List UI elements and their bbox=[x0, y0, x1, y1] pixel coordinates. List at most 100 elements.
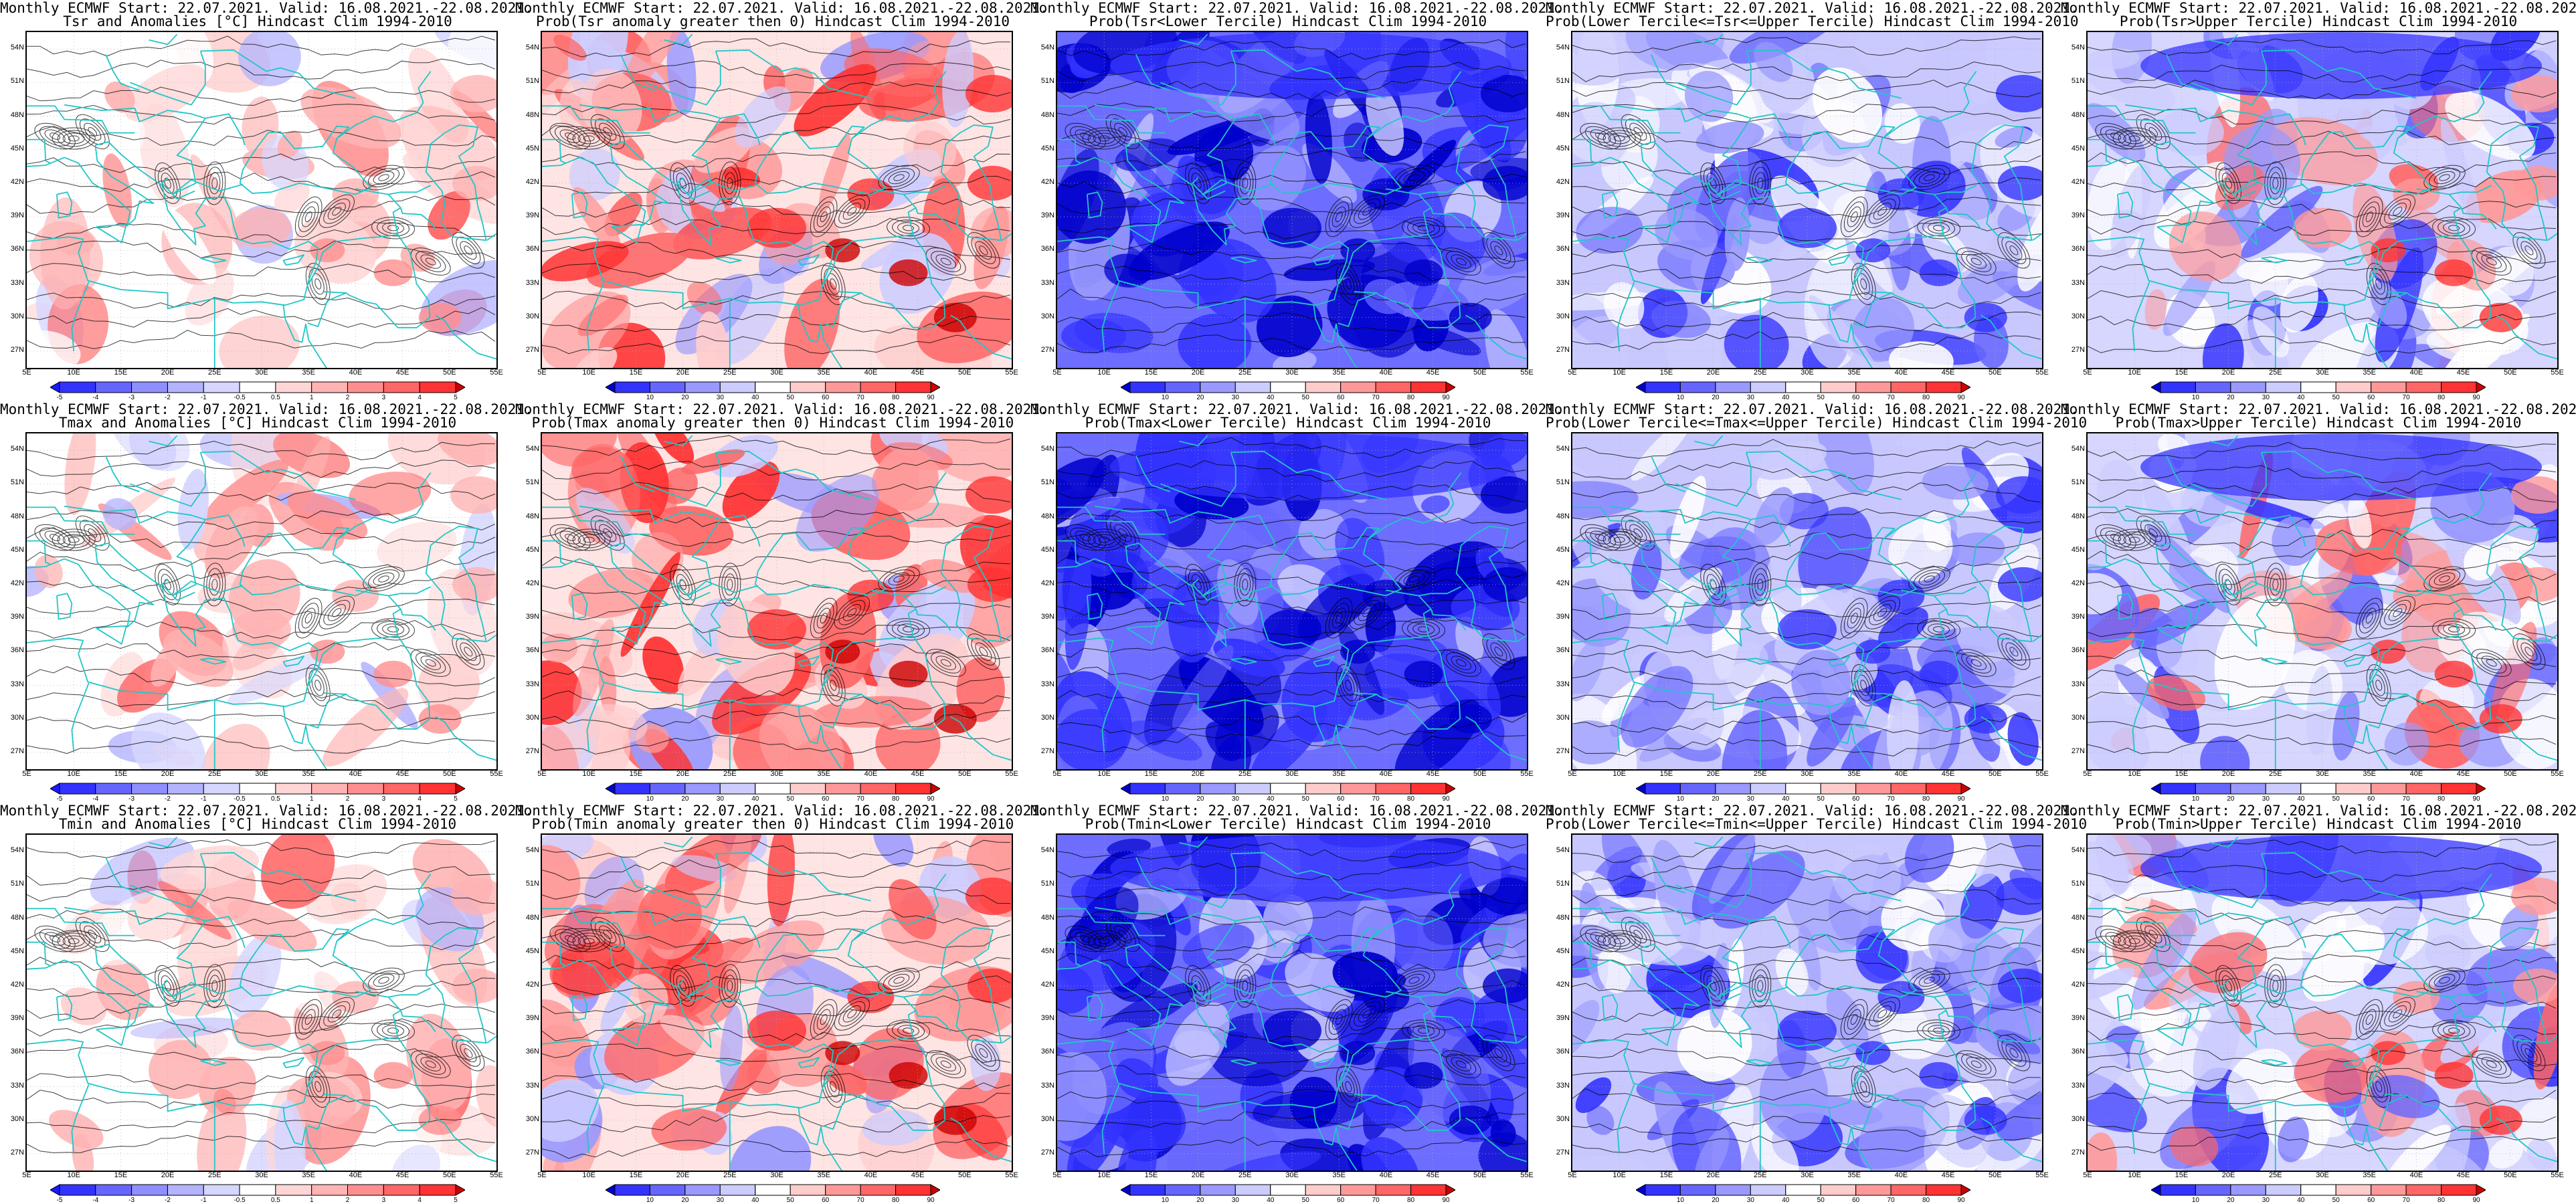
lat-label: 42N bbox=[2071, 980, 2085, 989]
color-bar-label: 50 bbox=[1301, 1197, 1309, 1204]
lat-label: 30N bbox=[1556, 312, 1570, 320]
lat-label: 36N bbox=[1040, 646, 1054, 655]
color-bar-label: 60 bbox=[1852, 795, 1860, 803]
lon-label: 25E bbox=[208, 1171, 221, 1179]
lat-label: 54N bbox=[1556, 445, 1570, 454]
lon-label: 30E bbox=[2316, 369, 2329, 377]
lat-label: 30N bbox=[10, 312, 24, 320]
color-bar-label: 30 bbox=[716, 394, 724, 401]
lat-label: 27N bbox=[1556, 1148, 1570, 1157]
lon-label: 20E bbox=[1191, 369, 1205, 377]
lon-label: 50E bbox=[1473, 369, 1487, 377]
color-bar-label: 40 bbox=[1267, 1197, 1275, 1204]
lon-label: 50E bbox=[1473, 770, 1487, 778]
color-bar-label: -1 bbox=[200, 1197, 207, 1204]
color-bar bbox=[606, 1184, 940, 1196]
lon-label: 40E bbox=[1894, 770, 1908, 778]
map-panel-tmin-middle: Monthly ECMWF Start: 22.07.2021. Valid: … bbox=[1546, 803, 2087, 1204]
color-bar-label: 70 bbox=[1887, 394, 1895, 401]
lon-label: 50E bbox=[958, 1171, 972, 1179]
map-field bbox=[27, 835, 496, 1171]
color-bar-label: 40 bbox=[751, 1197, 759, 1204]
lon-label: 15E bbox=[2175, 369, 2189, 377]
lon-label: 25E bbox=[1238, 369, 1252, 377]
panel-subtitle: Prob(Tmin anomaly greater then 0) Hindca… bbox=[531, 816, 1014, 832]
color-bar-label: 70 bbox=[1887, 1197, 1895, 1204]
lon-label: 20E bbox=[1706, 369, 1720, 377]
lat-label: 39N bbox=[2071, 613, 2085, 621]
lat-label: 48N bbox=[10, 913, 24, 922]
lon-label: 50E bbox=[2504, 770, 2517, 778]
map-field bbox=[1057, 32, 1527, 368]
color-bar-label: 40 bbox=[1782, 795, 1790, 803]
color-bar-label: 80 bbox=[1922, 1197, 1930, 1204]
lat-label: 54N bbox=[2071, 445, 2085, 454]
panel-subtitle: Prob(Lower Tercile<=Tsr<=Upper Tercile) … bbox=[1546, 13, 2079, 29]
panel-subtitle: Prob(Tmax<Lower Tercile) Hindcast Clim 1… bbox=[1085, 415, 1491, 431]
panel-title: Monthly ECMWF Start: 22.07.2021. Valid: … bbox=[0, 0, 533, 16]
lat-label: 39N bbox=[525, 211, 539, 220]
color-bar-label: 10 bbox=[2191, 1197, 2199, 1204]
lat-label: 27N bbox=[1040, 1148, 1054, 1157]
lat-label: 54N bbox=[1040, 846, 1054, 855]
color-bar-label: 90 bbox=[1442, 1197, 1450, 1204]
lat-label: 30N bbox=[525, 713, 539, 722]
lat-label: 36N bbox=[1556, 245, 1570, 254]
lon-label: 40E bbox=[864, 369, 878, 377]
panel-title: Monthly ECMWF Start: 22.07.2021. Valid: … bbox=[1030, 803, 1564, 819]
color-bar-label: 4 bbox=[418, 795, 422, 803]
lat-label: 45N bbox=[2071, 144, 2085, 153]
lon-label: 10E bbox=[1613, 1171, 1626, 1179]
lon-label: 5E bbox=[1052, 369, 1062, 377]
color-bar-label: -3 bbox=[128, 394, 135, 401]
lon-label: 5E bbox=[537, 1171, 547, 1179]
color-bar-label: 30 bbox=[1746, 1197, 1754, 1204]
lon-label: 30E bbox=[770, 369, 784, 377]
lat-label: 27N bbox=[10, 746, 24, 755]
color-bar-label: 70 bbox=[856, 1197, 864, 1204]
color-bar-label: 70 bbox=[856, 795, 864, 803]
lat-label: 42N bbox=[1556, 177, 1570, 186]
lat-label: 42N bbox=[10, 980, 24, 989]
color-bar-label: 80 bbox=[1406, 1197, 1415, 1204]
lat-label: 33N bbox=[525, 680, 539, 688]
lat-label: 45N bbox=[2071, 946, 2085, 955]
panel-subtitle: Prob(Tmin>Upper Tercile) Hindcast Clim 1… bbox=[2115, 816, 2522, 832]
lat-label: 33N bbox=[10, 680, 24, 688]
color-bar-label: 50 bbox=[2332, 795, 2340, 803]
color-bar-label: 30 bbox=[1231, 394, 1239, 401]
lon-label: 15E bbox=[1659, 770, 1673, 778]
lat-label: 48N bbox=[1040, 913, 1054, 922]
lon-label: 15E bbox=[629, 1171, 643, 1179]
panel-subtitle: Prob(Tsr>Upper Tercile) Hindcast Clim 19… bbox=[2119, 13, 2518, 29]
color-bar-label: 20 bbox=[1712, 795, 1720, 803]
lon-label: 5E bbox=[1568, 369, 1577, 377]
lat-label: 30N bbox=[1040, 713, 1054, 722]
lat-label: 42N bbox=[2071, 177, 2085, 186]
panel-title: Monthly ECMWF Start: 22.07.2021. Valid: … bbox=[2061, 803, 2576, 819]
color-bar-label: -5 bbox=[56, 1197, 63, 1204]
lon-label: 25E bbox=[723, 1171, 737, 1179]
color-bar-label: 50 bbox=[1817, 795, 1825, 803]
lat-label: 33N bbox=[2071, 278, 2085, 287]
color-bar-label: 80 bbox=[891, 394, 900, 401]
lon-label: 10E bbox=[67, 1171, 80, 1179]
lon-label: 50E bbox=[1989, 369, 2002, 377]
lat-label: 48N bbox=[10, 110, 24, 119]
color-bar-label: 60 bbox=[2367, 394, 2375, 401]
map-field bbox=[1057, 835, 1527, 1171]
lon-label: 15E bbox=[114, 369, 128, 377]
panel-title: Monthly ECMWF Start: 22.07.2021. Valid: … bbox=[0, 803, 533, 819]
color-bar-label: 80 bbox=[1922, 394, 1930, 401]
color-bar-label: 1 bbox=[309, 394, 314, 401]
lat-label: 30N bbox=[2071, 312, 2085, 320]
lon-label: 45E bbox=[911, 770, 925, 778]
color-bar-label: -1 bbox=[200, 795, 207, 803]
lon-label: 55E bbox=[1005, 770, 1018, 778]
color-bar-label: 50 bbox=[2332, 1197, 2340, 1204]
panel-title: Monthly ECMWF Start: 22.07.2021. Valid: … bbox=[1030, 401, 1564, 417]
color-bar-label: 5 bbox=[454, 795, 458, 803]
map-panel-tmax-pgt0: Monthly ECMWF Start: 22.07.2021. Valid: … bbox=[515, 401, 1048, 803]
color-bar-label: 50 bbox=[1817, 1197, 1825, 1204]
lon-label: 5E bbox=[22, 770, 31, 778]
